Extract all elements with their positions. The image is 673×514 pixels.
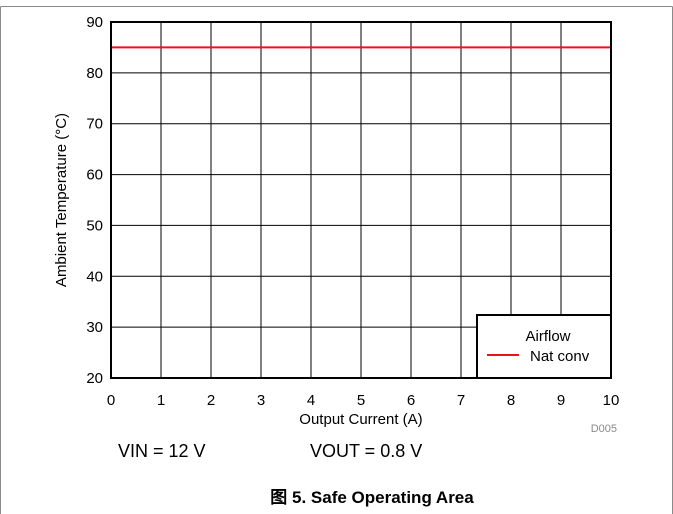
legend-label-nat-conv: Nat conv: [530, 348, 590, 365]
x-tick-label-9: 9: [557, 392, 565, 409]
figure-code: D005: [591, 423, 617, 435]
legend-box: [476, 314, 612, 379]
plot-area-border: [110, 21, 612, 379]
x-tick-labels: 0 1 2 3 4 5 6 7 8 9 10: [107, 392, 620, 409]
x-tick-label-2: 2: [207, 392, 215, 409]
x-tick-label-3: 3: [257, 392, 265, 409]
y-tick-label-50: 50: [86, 217, 103, 234]
legend: Airflow Nat conv: [476, 314, 612, 379]
y-axis-title: Ambient Temperature (°C): [53, 113, 70, 287]
x-tick-label-6: 6: [407, 392, 415, 409]
y-tick-label-80: 80: [86, 65, 103, 82]
x-axis-title: Output Current (A): [299, 411, 422, 428]
y-tick-label-90: 90: [86, 14, 103, 31]
y-tick-labels: 20 30 40 50 60 70 80 90: [86, 14, 103, 387]
y-tick-label-40: 40: [86, 268, 103, 285]
y-tick-label-20: 20: [86, 370, 103, 387]
x-tick-label-8: 8: [507, 392, 515, 409]
x-tick-label-4: 4: [307, 392, 315, 409]
y-tick-label-30: 30: [86, 319, 103, 336]
condition-vout: VOUT = 0.8 V: [310, 441, 422, 461]
condition-vin: VIN = 12 V: [118, 441, 206, 461]
x-tick-label-1: 1: [157, 392, 165, 409]
y-tick-label-70: 70: [86, 116, 103, 133]
chart: 0 1 2 3 4 5 6 7 8 9 10 20 30 40 50 60 70 80 90 Output Cur…: [53, 14, 619, 428]
x-tick-label-5: 5: [357, 392, 365, 409]
x-tick-label-0: 0: [107, 392, 115, 409]
figure-caption: 图 5. Safe Operating Area: [270, 488, 474, 507]
x-tick-label-10: 10: [603, 392, 620, 409]
legend-title: Airflow: [525, 328, 570, 345]
y-tick-label-60: 60: [86, 167, 103, 184]
x-tick-label-7: 7: [457, 392, 465, 409]
